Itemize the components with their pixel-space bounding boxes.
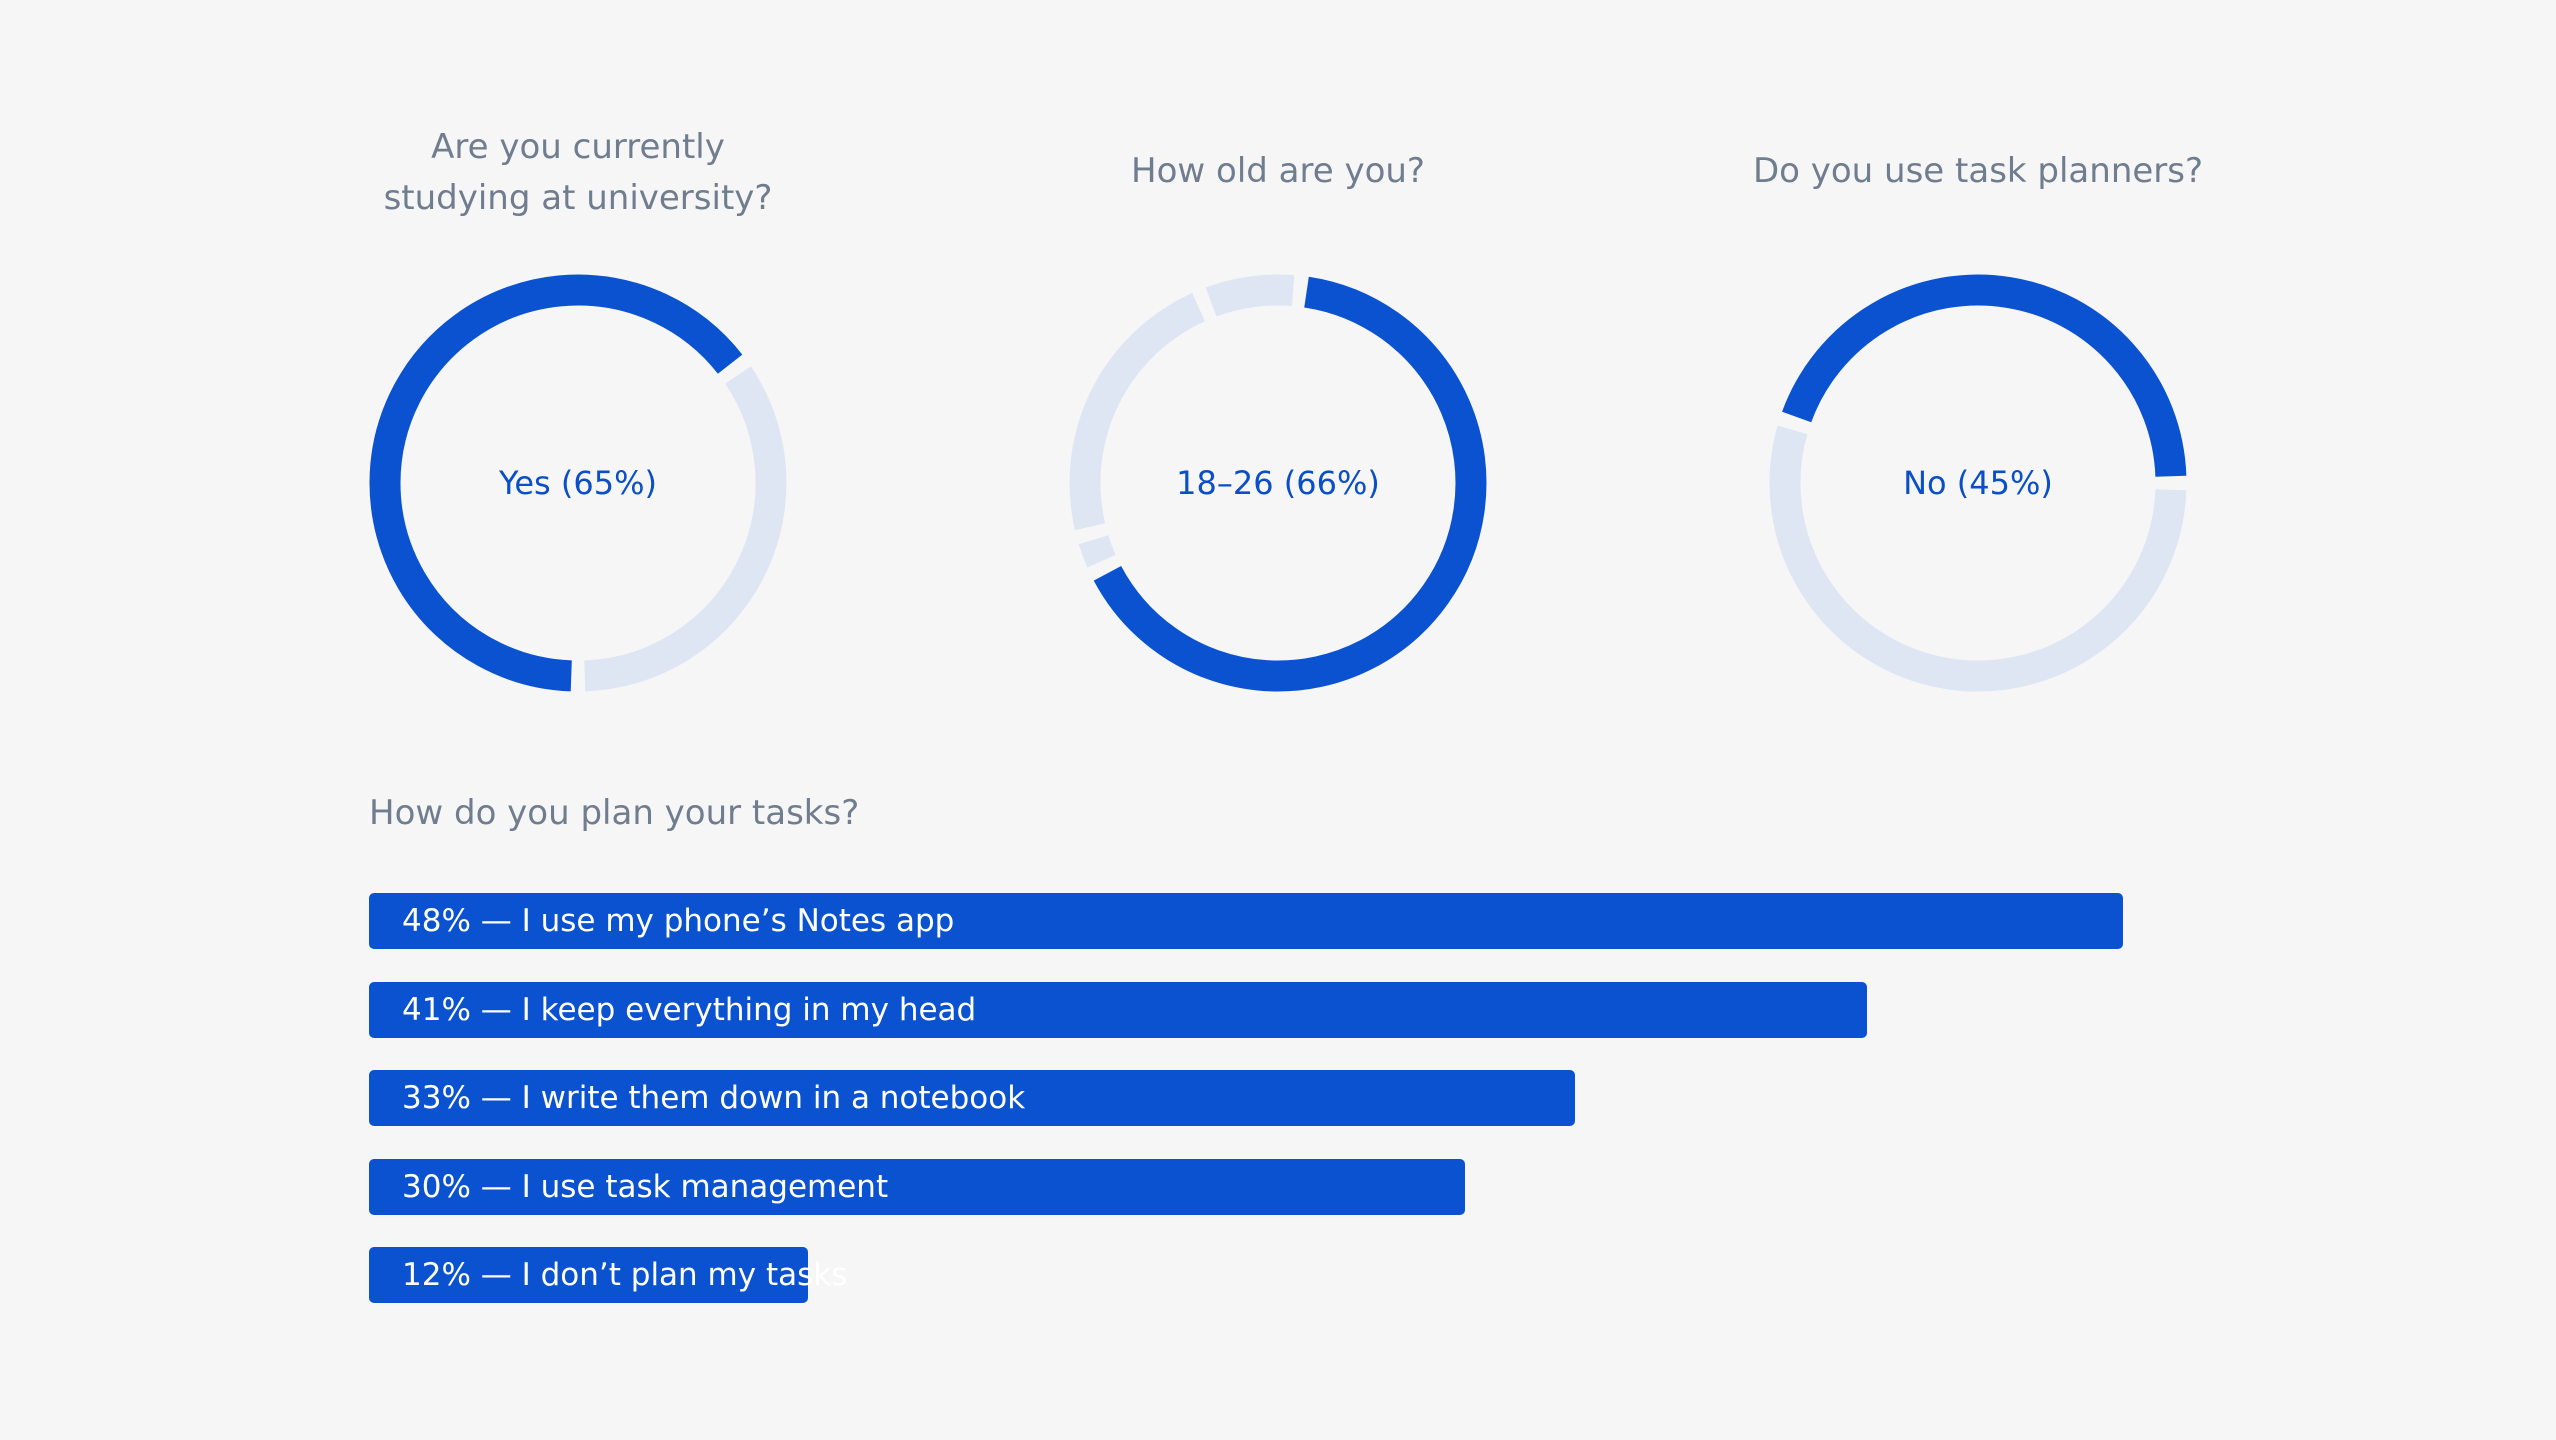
- bar-label-task-management: 30% — I use task management: [402, 1168, 889, 1205]
- bar-label-notes-app: 48% — I use my phone’s Notes app: [402, 903, 955, 939]
- bar-notes-app: [369, 893, 2123, 949]
- donut-university: Yes (65%): [369, 274, 787, 692]
- donut-1-slice-other-b: [1069, 292, 1206, 531]
- donut-1-slice-other-a: [1078, 534, 1116, 568]
- bar-dont-plan: [369, 1247, 808, 1303]
- donut-age: 18–26 (66%): [1069, 274, 1487, 692]
- donut-0-center-label: Yes (65%): [498, 464, 657, 502]
- question-age: How old are you?: [928, 146, 1628, 197]
- bar-label-notebook: 33% — I write them down in a notebook: [402, 1080, 1026, 1116]
- bar-label-in-head: 41% — I keep everything in my head: [402, 991, 977, 1028]
- question-age-line-1: How old are you?: [1131, 151, 1425, 191]
- bar-label-dont-plan: 12% — I don’t plan my tasks: [402, 1257, 848, 1293]
- donut-0-slice-other: [584, 366, 787, 692]
- question-task-planners-line-1: Do you use task planners?: [1752, 151, 2204, 191]
- donut-2-slice-no: [1782, 274, 2187, 477]
- donut-task-planners: No (45%): [1769, 274, 2187, 692]
- bar-in-head: [369, 981, 1867, 1038]
- bar-notebook: [369, 1070, 1575, 1126]
- donut-1-slice-18-26: [1093, 276, 1487, 692]
- donut-charts: Yes (65%) 18–26 (66%) No (45%): [369, 274, 2187, 692]
- question-university-line-1: Are you currently: [431, 127, 725, 167]
- bar-chart-title: How do you plan your tasks?: [369, 793, 860, 833]
- donut-2-slice-yes: [1769, 425, 2187, 692]
- question-task-planners: Do you use task planners?: [1628, 146, 2328, 197]
- question-university-line-2: studying at university?: [383, 178, 773, 218]
- bar-task-management: [369, 1158, 1465, 1215]
- question-university: Are you currently studying at university…: [228, 122, 928, 224]
- donut-2-center-label: No (45%): [1903, 464, 2053, 502]
- donut-1-center-label: 18–26 (66%): [1176, 464, 1380, 502]
- donut-1-slice-other-c: [1205, 274, 1295, 317]
- donut-0-slice-yes: [369, 274, 743, 692]
